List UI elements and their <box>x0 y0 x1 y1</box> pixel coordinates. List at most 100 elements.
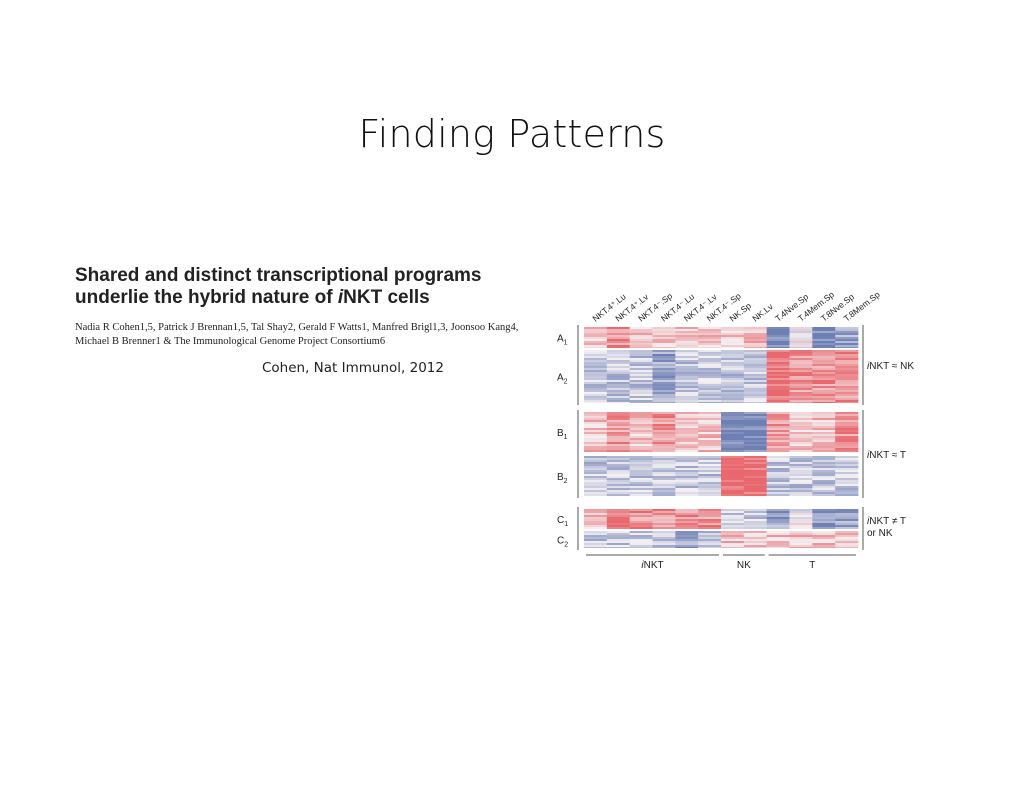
authors-line1: Nadia R Cohen1,5, Patrick J Brennan1,5, … <box>75 322 519 333</box>
heatmap-cell <box>698 350 722 352</box>
heatmap-cell <box>789 347 813 348</box>
heatmap-cell <box>606 511 631 513</box>
heatmap-cell <box>835 398 859 400</box>
heatmap-cell <box>675 366 699 368</box>
heatmap-cell <box>835 337 859 339</box>
heatmap-cell <box>698 396 722 398</box>
heatmap-cell <box>675 414 699 416</box>
heatmap-cell <box>675 541 699 543</box>
heatmap-cell <box>629 462 653 464</box>
heatmap-cell <box>789 537 813 539</box>
heatmap-cell <box>812 450 836 452</box>
heatmap-cell <box>584 523 608 525</box>
heatmap-cell <box>743 458 768 460</box>
heatmap-cell <box>698 432 722 434</box>
heatmap-cell <box>606 416 631 418</box>
heatmap-cell <box>812 362 836 364</box>
heatmap-cell <box>743 398 768 400</box>
heatmap-cell <box>766 329 790 331</box>
heatmap-cell <box>812 329 836 331</box>
heatmap-cell <box>629 488 653 490</box>
heatmap-cell <box>835 521 859 523</box>
heatmap-cell <box>698 456 722 458</box>
heatmap-cell <box>584 525 608 527</box>
heatmap-cell <box>698 476 722 478</box>
heatmap-cell <box>835 347 859 348</box>
heatmap-cell <box>721 398 745 400</box>
heatmap-cell <box>766 436 790 438</box>
heatmap-cell <box>812 537 836 539</box>
heatmap-cell <box>789 460 813 462</box>
heatmap-cell <box>698 492 722 494</box>
heatmap-cell <box>766 466 790 468</box>
heatmap-cell <box>721 527 745 529</box>
heatmap-cell <box>789 482 813 484</box>
heatmap-cell <box>766 438 790 440</box>
heatmap-cell <box>606 418 631 420</box>
heatmap-cell <box>766 350 790 352</box>
heatmap-cell <box>584 350 608 352</box>
heatmap-cell <box>721 458 745 460</box>
heatmap-cell <box>584 541 608 543</box>
heatmap-cell <box>766 545 790 547</box>
heatmap-cell <box>766 335 790 337</box>
heatmap-cell <box>629 472 653 474</box>
heatmap-cell <box>584 537 608 539</box>
heatmap-cell <box>698 478 722 480</box>
heatmap-cell <box>606 541 631 543</box>
heatmap-cell <box>652 378 676 380</box>
heatmap-cell <box>675 440 699 442</box>
heatmap-cell <box>812 339 836 341</box>
heatmap-cell <box>721 464 745 466</box>
heatmap-cell <box>789 414 813 416</box>
heatmap-cell <box>789 418 813 420</box>
heatmap-cell <box>835 345 859 347</box>
heatmap-cell <box>629 468 653 470</box>
heatmap-cell <box>743 488 768 490</box>
heatmap-cell <box>721 356 745 358</box>
heatmap-cell <box>652 434 676 436</box>
heatmap-cell <box>606 354 631 356</box>
heatmap-cell <box>606 430 631 432</box>
heatmap-cell <box>743 464 768 466</box>
heatmap-cell <box>584 352 608 354</box>
heatmap-cell <box>629 545 653 547</box>
heatmap-cell <box>698 438 722 440</box>
heatmap-cell <box>766 356 790 358</box>
heatmap-cell <box>606 446 631 448</box>
heatmap-cell <box>584 341 608 343</box>
heatmap-cell <box>743 519 768 521</box>
heatmap-cell <box>789 470 813 472</box>
heatmap-cell <box>721 543 745 545</box>
heatmap-cell <box>766 521 790 523</box>
heatmap-cell <box>789 426 813 428</box>
heatmap-cell <box>606 478 631 480</box>
heatmap-cell <box>721 339 745 341</box>
heatmap-cell <box>652 337 676 339</box>
heatmap-cell <box>675 430 699 432</box>
heatmap-cell <box>812 378 836 380</box>
heatmap-cell <box>835 478 859 480</box>
heatmap-cell <box>698 541 722 543</box>
heatmap-cell <box>629 368 653 370</box>
heatmap-cell <box>789 416 813 418</box>
heatmap-cell <box>606 358 631 360</box>
heatmap-cell <box>743 392 768 394</box>
heatmap-cell <box>812 424 836 426</box>
heatmap-cell <box>698 392 722 394</box>
heatmap-cell <box>812 472 836 474</box>
heatmap-cell <box>789 382 813 384</box>
heatmap-cell <box>629 525 653 527</box>
heatmap-cell <box>652 392 676 394</box>
heatmap-cell <box>629 339 653 341</box>
heatmap-cell <box>743 466 768 468</box>
heatmap-cell <box>652 384 676 386</box>
heatmap-cell <box>812 436 836 438</box>
heatmap-cell <box>766 366 790 368</box>
heatmap-cell <box>652 386 676 388</box>
heatmap-cell <box>766 400 790 402</box>
heatmap-cell <box>743 456 768 458</box>
heatmap-cell <box>652 412 676 414</box>
heatmap-cell <box>766 458 790 460</box>
heatmap-cell <box>675 345 699 347</box>
